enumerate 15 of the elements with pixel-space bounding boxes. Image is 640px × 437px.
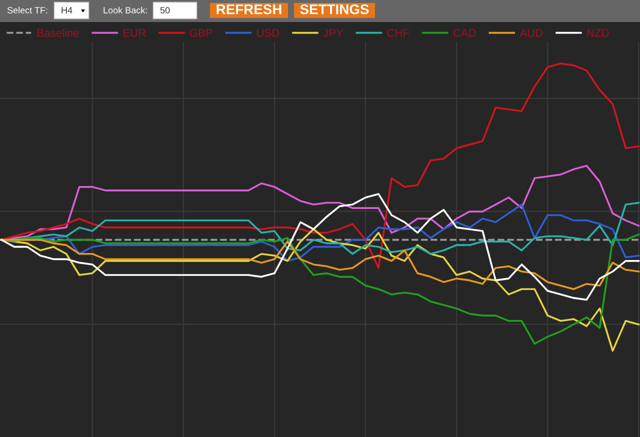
text: Select TF: [7,6,48,14]
legend-label: JPY [323,29,344,37]
legend-label: USD [257,28,280,37]
text: H4 [62,7,72,14]
legend-label: GBP [190,28,212,37]
legend-label: NZD [587,29,609,37]
text: 50 [160,7,170,14]
legend-label: CAD [453,28,476,37]
legend-label: EUR [124,29,146,37]
text: Look Back: [104,6,147,14]
legend-label: AUD [520,29,543,37]
legend-label: Baseline [38,28,79,37]
text: REFRESH [216,4,282,14]
legend-label: CHF [387,28,410,37]
text: SETTINGS [300,4,369,14]
